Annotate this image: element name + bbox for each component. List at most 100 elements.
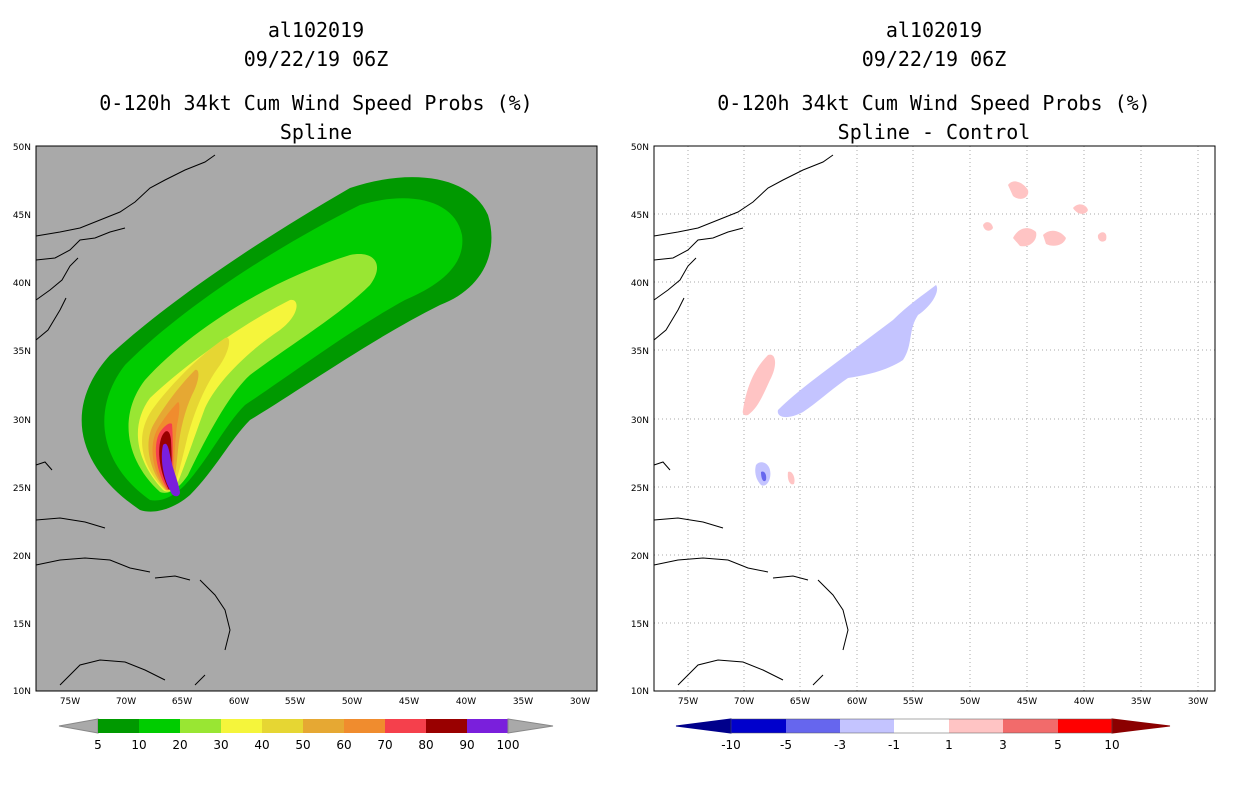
legend-swatch (1003, 719, 1058, 733)
lon-label: 75W (60, 697, 80, 707)
legend-swatch (262, 719, 303, 733)
lat-label: 25N (13, 484, 31, 494)
lon-label: 60W (847, 697, 867, 707)
legend-swatch (180, 719, 221, 733)
legend-swatch (344, 719, 385, 733)
legend-label: 20 (172, 738, 187, 752)
positive-blob-northeast-5 (1073, 204, 1088, 214)
legend-arrow-high (1111, 718, 1171, 734)
legend-arrow-high (507, 718, 554, 734)
lon-label: 35W (513, 697, 533, 707)
legend-label: -10 (721, 738, 741, 752)
legend-swatch (1058, 719, 1112, 733)
lat-label: 10N (631, 687, 649, 697)
positive-blob-northeast-6 (1097, 232, 1107, 242)
right-title: 0-120h 34kt Cum Wind Speed Probs (%) (717, 91, 1151, 115)
legend-swatch (840, 719, 894, 733)
legend-label: -3 (834, 738, 846, 752)
left-map: 50N 45N 40N 35N 30N 25N 20N 15N 10N 75W … (13, 143, 598, 707)
legend-label: -1 (888, 738, 900, 752)
lat-label: 30N (631, 416, 649, 426)
lon-label: 70W (116, 697, 136, 707)
band-90 (161, 443, 180, 497)
lat-label: 40N (13, 279, 31, 289)
legend-label: 5 (94, 738, 102, 752)
legend-swatch (731, 719, 786, 733)
right-legend: -10 -5 -3 -1 1 3 5 10 (675, 718, 1171, 752)
legend-swatch (426, 719, 467, 733)
legend-label: 90 (459, 738, 474, 752)
legend-label: 80 (418, 738, 433, 752)
legend-label: 5 (1054, 738, 1062, 752)
legend-label: 1 (945, 738, 953, 752)
legend-label: 10 (1104, 738, 1119, 752)
legend-swatch (303, 719, 344, 733)
lon-label: 35W (1131, 697, 1151, 707)
positive-blob-northeast-3 (1043, 230, 1066, 246)
legend-swatch (894, 719, 949, 733)
lon-label: 30W (570, 697, 590, 707)
legend-label: 10 (131, 738, 146, 752)
lat-label: 30N (13, 416, 31, 426)
right-lon-labels: 75W 70W 65W 60W 55W 50W 45W 40W 35W 30W (678, 697, 1208, 707)
legend-label: 50 (295, 738, 310, 752)
right-storm-id: al102019 (885, 18, 983, 42)
positive-blob-northeast-1 (1008, 181, 1029, 199)
positive-blob-northeast-2 (1013, 228, 1037, 247)
lon-label: 45W (1017, 697, 1037, 707)
lon-label: 70W (734, 697, 754, 707)
legend-arrow-low (675, 718, 732, 734)
right-map-frame (653, 145, 1216, 692)
lon-label: 55W (285, 697, 305, 707)
left-legend-swatches (98, 719, 508, 733)
legend-swatch (139, 719, 180, 733)
right-map: 50N 45N 40N 35N 30N 25N 20N 15N 10N 75W … (631, 143, 1216, 707)
left-legend-labels: 5 10 20 30 40 50 60 70 80 90 100 (94, 738, 519, 752)
lat-label: 20N (631, 552, 649, 562)
right-datetime: 09/22/19 06Z (861, 47, 1007, 71)
negative-core (761, 471, 767, 482)
lat-label: 10N (13, 687, 31, 697)
lon-label: 45W (399, 697, 419, 707)
lon-label: 75W (678, 697, 698, 707)
left-coastlines (35, 154, 231, 686)
lon-label: 60W (229, 697, 249, 707)
legend-swatch (786, 719, 840, 733)
legend-swatch (221, 719, 262, 733)
positive-blob-small (787, 471, 795, 485)
left-storm-id: al102019 (267, 18, 365, 42)
legend-swatch (385, 719, 426, 733)
left-lat-labels: 50N 45N 40N 35N 30N 25N 20N 15N 10N (13, 143, 31, 697)
left-title: 0-120h 34kt Cum Wind Speed Probs (%) (99, 91, 533, 115)
legend-label: 30 (213, 738, 228, 752)
right-legend-swatches (731, 719, 1112, 733)
lat-label: 45N (13, 211, 31, 221)
lat-label: 50N (13, 143, 31, 153)
legend-label: 60 (336, 738, 351, 752)
left-datetime: 09/22/19 06Z (243, 47, 389, 71)
legend-label: 3 (999, 738, 1007, 752)
positive-blob-west (742, 354, 776, 416)
lon-label: 40W (456, 697, 476, 707)
lat-label: 50N (631, 143, 649, 153)
left-map-frame (35, 145, 598, 692)
legend-swatch (467, 719, 508, 733)
left-probability-contours (81, 177, 492, 512)
lon-label: 65W (790, 697, 810, 707)
lat-label: 45N (631, 211, 649, 221)
lat-label: 20N (13, 552, 31, 562)
right-difference-contours (742, 181, 1107, 486)
left-lon-labels: 75W 70W 65W 60W 55W 50W 45W 40W 35W 30W (60, 697, 590, 707)
left-subtitle: Spline (279, 120, 353, 144)
right-lat-labels: 50N 45N 40N 35N 30N 25N 20N 15N 10N (631, 143, 649, 697)
lat-label: 25N (631, 484, 649, 494)
lat-label: 35N (631, 347, 649, 357)
lat-label: 15N (13, 620, 31, 630)
right-subtitle: Spline - Control (837, 120, 1031, 144)
right-grid (654, 146, 1215, 691)
legend-label: 100 (497, 738, 520, 752)
lon-label: 55W (903, 697, 923, 707)
lat-label: 35N (13, 347, 31, 357)
legend-label: 40 (254, 738, 269, 752)
lon-label: 65W (172, 697, 192, 707)
